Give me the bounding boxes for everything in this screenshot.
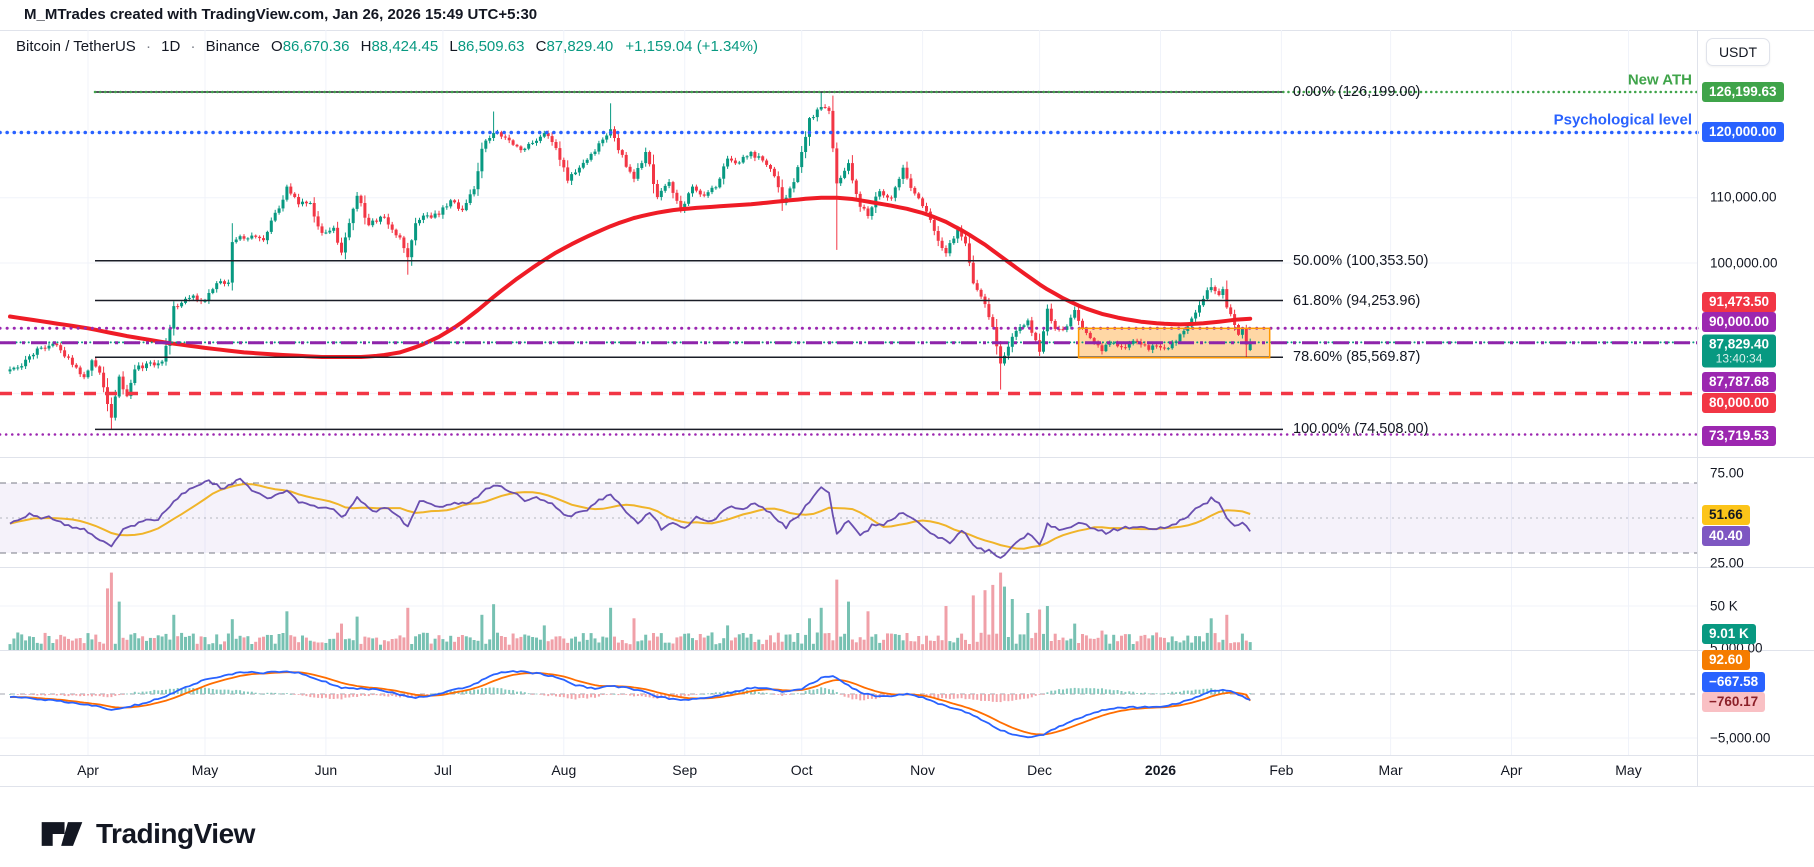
price-axis-label: 51.66 [1702, 505, 1750, 525]
tradingview-logo-icon [41, 822, 83, 846]
time-axis-label: 2026 [1144, 762, 1177, 778]
high-label: H [360, 38, 372, 55]
price-axis-label: 120,000.00 [1702, 122, 1784, 142]
axis-tick: 100,000.00 [1710, 255, 1778, 271]
price-axis-label: 87,787.68 [1702, 372, 1777, 392]
fib-level-label[interactable]: 100.00% (74,508.00) [1293, 421, 1429, 438]
current-price-label: 87,829.40 13:40:34 [1702, 334, 1777, 368]
close-label: C [535, 38, 547, 55]
price-axis-label: 126,199.63 [1702, 82, 1784, 102]
time-axis-label: Jul [433, 762, 452, 778]
price-axis-label: 90,000.00 [1702, 312, 1777, 332]
price-axis-label: 9.01 K [1702, 624, 1756, 644]
time-axis-label: Apr [77, 762, 99, 778]
change-value: +1,159.04 (+1.34%) [625, 38, 758, 55]
fib-level-label[interactable]: 78.60% (85,569.87) [1293, 349, 1421, 366]
currency-usdt-button[interactable]: USDT [1706, 38, 1770, 66]
rsi-volume-separator[interactable] [0, 567, 1814, 568]
time-axis-label: Sep [672, 762, 698, 778]
level-annotation: Psychological level [1553, 111, 1692, 129]
volume-macd-separator[interactable] [0, 650, 1814, 651]
time-axis-label: Dec [1027, 762, 1053, 778]
interval-label[interactable]: 1D [161, 38, 181, 55]
symbol-status-bar: Bitcoin / TetherUS · 1D · Binance O86,67… [16, 38, 758, 55]
fib-level-label[interactable]: 61.80% (94,253.96) [1293, 292, 1421, 309]
tradingview-logo-text: TradingView [96, 818, 255, 849]
high-value: 88,424.45 [371, 38, 439, 55]
price-axis-label: 40.40 [1702, 526, 1750, 546]
axis-tick: 50 K [1710, 598, 1738, 614]
level-annotation: New ATH [1627, 71, 1692, 89]
time-axis-label: Jun [314, 762, 338, 778]
axis-tick: 25.00 [1710, 555, 1744, 571]
time-axis-label: May [1615, 762, 1642, 778]
low-value: 86,509.63 [457, 38, 525, 55]
axis-tick: −5,000.00 [1710, 730, 1771, 746]
macd-timeaxis-separator [0, 755, 1814, 756]
price-axis-label: 92.60 [1702, 650, 1750, 670]
time-axis-label: Mar [1378, 762, 1403, 778]
separator-dot: · [145, 38, 151, 55]
price-axis-label: −760.17 [1702, 692, 1766, 712]
time-axis-label: Feb [1269, 762, 1294, 778]
time-axis-label: Oct [790, 762, 813, 778]
fib-level-label[interactable]: 50.00% (100,353.50) [1293, 252, 1429, 269]
open-value: 86,670.36 [282, 38, 350, 55]
exchange-label: Binance [205, 38, 260, 55]
time-axis-label: May [191, 762, 219, 778]
symbol-name[interactable]: Bitcoin / TetherUS [16, 38, 136, 55]
chart-bottom-border [0, 786, 1814, 787]
price-axis-label: 73,719.53 [1702, 426, 1777, 446]
price-axis-label: 91,473.50 [1702, 292, 1777, 312]
attribution-text: M_MTrades created with TradingView.com, … [24, 6, 538, 23]
tradingview-logo[interactable]: TradingView [40, 812, 255, 856]
chart-top-border [0, 30, 1814, 31]
close-value: 87,829.40 [546, 38, 614, 55]
axis-tick: 110,000.00 [1710, 189, 1777, 205]
fib-level-label[interactable]: 0.00% (126,199.00) [1293, 84, 1421, 100]
price-axis-separator [1697, 30, 1698, 786]
open-label: O [271, 38, 283, 55]
separator-dot: · [190, 38, 196, 55]
low-label: L [449, 38, 458, 55]
axis-tick: 75.00 [1710, 465, 1744, 481]
price-axis-label: −667.58 [1702, 672, 1766, 692]
price-rsi-separator[interactable] [0, 457, 1814, 458]
price-axis-label: 80,000.00 [1702, 393, 1777, 413]
time-axis-label: Nov [910, 762, 936, 778]
time-axis-label: Apr [1500, 762, 1523, 778]
time-axis-label: Aug [551, 762, 577, 778]
